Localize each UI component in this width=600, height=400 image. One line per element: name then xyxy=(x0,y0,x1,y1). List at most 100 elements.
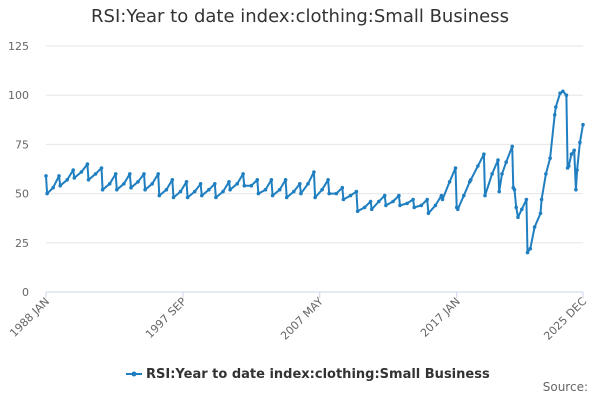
data-point[interactable] xyxy=(434,204,438,208)
data-point[interactable] xyxy=(398,204,402,208)
data-point[interactable] xyxy=(284,178,288,182)
data-point[interactable] xyxy=(299,192,303,196)
data-point[interactable] xyxy=(391,200,395,204)
data-point[interactable] xyxy=(129,186,133,190)
data-point[interactable] xyxy=(101,188,105,192)
data-point[interactable] xyxy=(221,190,225,194)
data-point[interactable] xyxy=(581,123,585,127)
data-point[interactable] xyxy=(567,164,571,168)
data-point[interactable] xyxy=(342,198,346,202)
legend-label[interactable]: RSI:Year to date index:clothing:Small Bu… xyxy=(146,367,490,382)
data-point[interactable] xyxy=(349,194,353,198)
data-point[interactable] xyxy=(87,178,91,182)
data-point[interactable] xyxy=(490,172,494,176)
data-point[interactable] xyxy=(122,182,126,186)
data-point[interactable] xyxy=(363,206,367,210)
data-point[interactable] xyxy=(427,212,431,216)
data-point[interactable] xyxy=(513,188,517,192)
data-point[interactable] xyxy=(497,190,501,194)
data-point[interactable] xyxy=(469,178,473,182)
data-point[interactable] xyxy=(462,194,466,198)
data-point[interactable] xyxy=(326,178,330,182)
data-point[interactable] xyxy=(270,178,274,182)
data-point[interactable] xyxy=(171,178,175,182)
data-point[interactable] xyxy=(456,208,460,212)
data-point[interactable] xyxy=(58,184,62,188)
data-point[interactable] xyxy=(115,188,119,192)
data-point[interactable] xyxy=(377,200,381,204)
data-point[interactable] xyxy=(561,90,565,94)
data-point[interactable] xyxy=(575,168,579,172)
data-point[interactable] xyxy=(172,196,176,200)
data-point[interactable] xyxy=(554,105,558,109)
data-point[interactable] xyxy=(227,180,231,184)
data-point[interactable] xyxy=(235,182,239,186)
data-point[interactable] xyxy=(136,180,140,184)
data-point[interactable] xyxy=(264,188,268,192)
data-point[interactable] xyxy=(476,164,480,168)
data-point[interactable] xyxy=(285,196,289,200)
data-point[interactable] xyxy=(384,204,388,208)
data-point[interactable] xyxy=(412,206,416,210)
data-point[interactable] xyxy=(312,170,316,174)
data-point[interactable] xyxy=(313,196,317,200)
data-point[interactable] xyxy=(255,178,259,182)
data-point[interactable] xyxy=(369,200,373,204)
data-point[interactable] xyxy=(100,166,104,170)
data-point[interactable] xyxy=(158,194,162,198)
data-point[interactable] xyxy=(440,194,444,198)
data-point[interactable] xyxy=(241,172,245,176)
data-point[interactable] xyxy=(71,168,75,172)
data-point[interactable] xyxy=(500,172,504,176)
data-point[interactable] xyxy=(525,198,529,202)
data-point[interactable] xyxy=(539,212,543,216)
data-point[interactable] xyxy=(526,251,530,255)
data-point[interactable] xyxy=(496,158,500,162)
data-point[interactable] xyxy=(143,188,147,192)
data-point[interactable] xyxy=(520,208,524,212)
data-point[interactable] xyxy=(142,172,146,176)
data-point[interactable] xyxy=(73,176,77,180)
data-point[interactable] xyxy=(292,190,296,194)
data-point[interactable] xyxy=(51,186,55,190)
data-point[interactable] xyxy=(540,198,544,202)
data-point[interactable] xyxy=(544,172,548,176)
data-point[interactable] xyxy=(200,194,204,198)
data-point[interactable] xyxy=(553,113,557,117)
data-point[interactable] xyxy=(214,196,218,200)
data-point[interactable] xyxy=(510,145,514,149)
data-point[interactable] xyxy=(298,182,302,186)
data-point[interactable] xyxy=(341,186,345,190)
data-point[interactable] xyxy=(207,188,211,192)
data-point[interactable] xyxy=(548,156,552,160)
data-point[interactable] xyxy=(529,247,533,251)
data-point[interactable] xyxy=(165,188,169,192)
data-point[interactable] xyxy=(80,170,84,174)
data-point[interactable] xyxy=(250,184,254,188)
data-point[interactable] xyxy=(271,194,275,198)
data-point[interactable] xyxy=(578,141,582,145)
data-point[interactable] xyxy=(179,190,183,194)
data-point[interactable] xyxy=(57,174,61,178)
data-point[interactable] xyxy=(306,182,310,186)
data-point[interactable] xyxy=(228,188,232,192)
data-point[interactable] xyxy=(425,198,429,202)
data-point[interactable] xyxy=(185,180,189,184)
data-point[interactable] xyxy=(257,192,261,196)
data-point[interactable] xyxy=(128,172,132,176)
data-point[interactable] xyxy=(383,194,387,198)
data-point[interactable] xyxy=(448,180,452,184)
data-point[interactable] xyxy=(504,160,508,164)
data-point[interactable] xyxy=(86,162,90,166)
data-point[interactable] xyxy=(411,198,415,202)
data-point[interactable] xyxy=(482,152,486,156)
data-point[interactable] xyxy=(454,166,458,170)
data-point[interactable] xyxy=(45,192,49,196)
data-point[interactable] xyxy=(574,188,578,192)
data-point[interactable] xyxy=(320,188,324,192)
data-point[interactable] xyxy=(44,174,48,178)
data-point[interactable] xyxy=(514,206,518,210)
data-point[interactable] xyxy=(150,182,154,186)
data-point[interactable] xyxy=(565,93,569,97)
data-point[interactable] xyxy=(65,178,69,182)
